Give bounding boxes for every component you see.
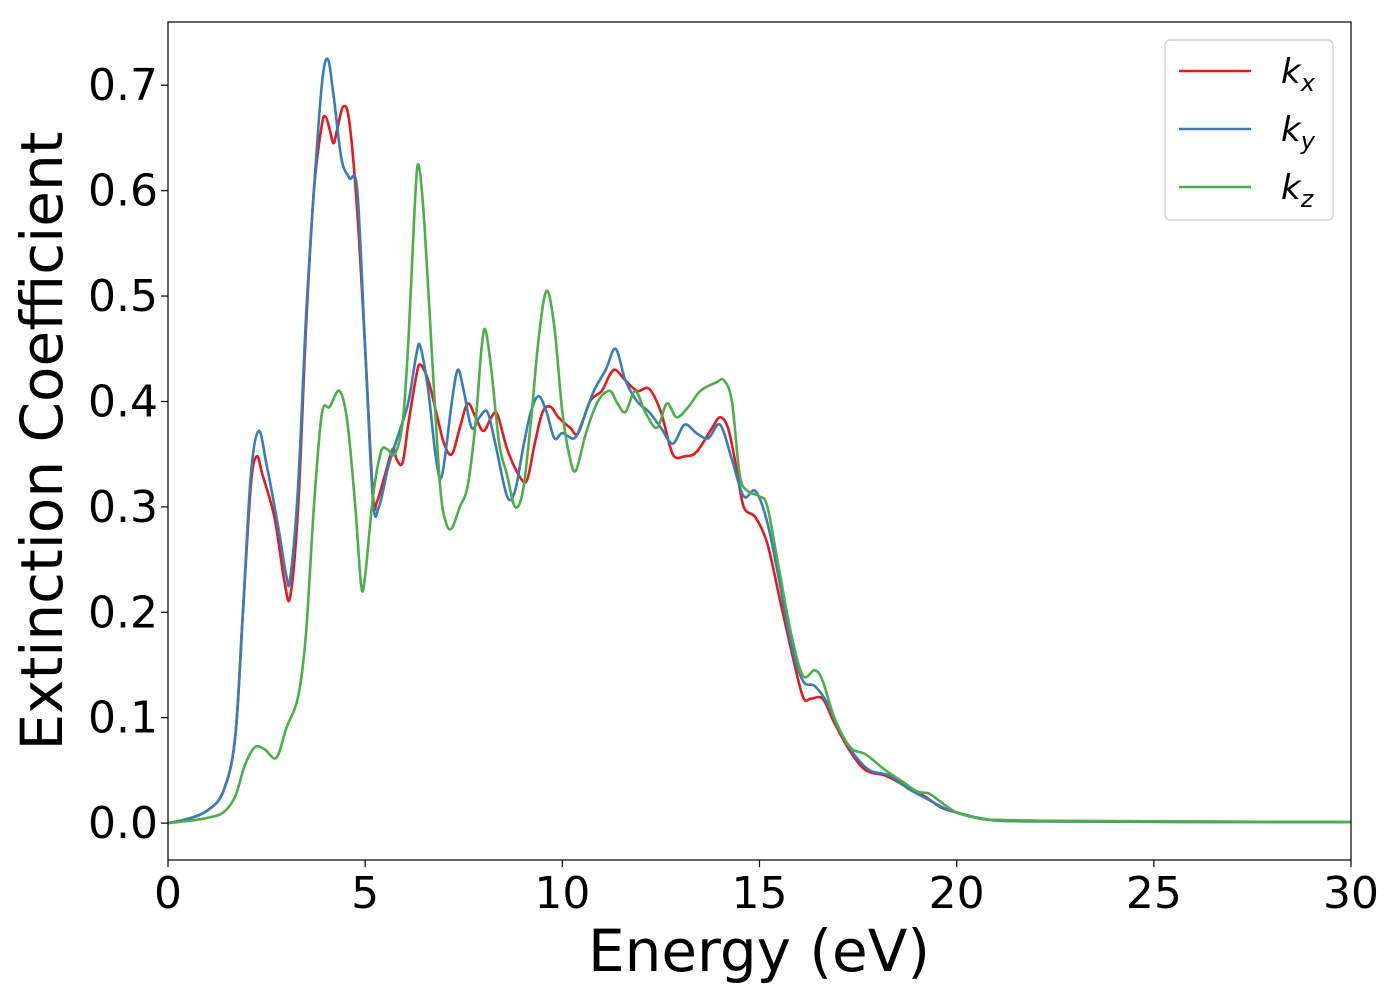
x-tick-label: 0 (154, 868, 182, 919)
x-tick-label: 20 (929, 868, 985, 919)
x-tick-label: 25 (1126, 868, 1182, 919)
x-tick-label: 30 (1323, 868, 1379, 919)
x-axis-label: Energy (eV) (588, 917, 930, 985)
x-tick-label: 10 (534, 868, 590, 919)
x-tick-label: 15 (732, 868, 788, 919)
x-axis: 0 5 10 15 20 25 30 (154, 860, 1379, 919)
y-tick-label: 0.1 (88, 693, 158, 744)
y-tick-label: 0.3 (88, 482, 158, 533)
series-line-ky (168, 57, 1351, 825)
x-tick-label: 5 (351, 868, 379, 919)
plot-area (167, 21, 1352, 861)
y-tick-label: 0.7 (88, 60, 158, 111)
y-tick-label: 0.4 (88, 376, 158, 427)
y-tick-label: 0.6 (88, 166, 158, 217)
y-tick-label: 0.0 (88, 798, 158, 849)
series-line-kz (168, 162, 1351, 825)
y-tick-label: 0.2 (88, 587, 158, 638)
y-axis-label: Extinction Coefficient (8, 132, 76, 751)
y-axis: 0.0 0.1 0.2 0.3 0.4 0.5 0.6 0.7 (88, 60, 168, 849)
y-tick-label: 0.5 (88, 271, 158, 322)
